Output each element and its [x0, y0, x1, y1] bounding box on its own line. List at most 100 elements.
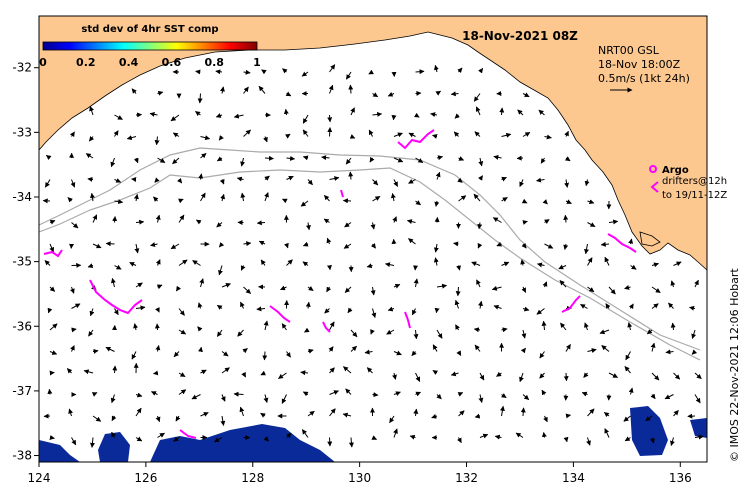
- current-arrow: [286, 432, 292, 439]
- current-arrow: [586, 437, 591, 446]
- current-arrow: [91, 392, 98, 397]
- current-arrow: [541, 320, 547, 331]
- current-arrow: [536, 177, 545, 183]
- current-arrow: [393, 428, 398, 438]
- current-arrow: [307, 410, 315, 417]
- current-arrow: [131, 351, 137, 360]
- current-arrow: [584, 179, 590, 187]
- current-arrow: [478, 157, 484, 167]
- island: [639, 231, 661, 247]
- current-arrow: [474, 413, 481, 419]
- current-arrow: [192, 260, 201, 266]
- current-arrow: [478, 67, 484, 74]
- current-arrow: [457, 392, 464, 397]
- current-arrow: [347, 307, 353, 314]
- current-arrow: [474, 131, 481, 137]
- current-arrow: [263, 136, 268, 143]
- current-arrow: [300, 200, 309, 207]
- current-arrow: [558, 264, 567, 270]
- current-arrow: [435, 171, 441, 180]
- current-arrow: [646, 329, 653, 335]
- current-arrow: [501, 327, 508, 333]
- y-tick-label: -34: [12, 190, 32, 204]
- current-arrow: [302, 129, 309, 137]
- colorbar-tick-label: 0.4: [119, 56, 139, 69]
- current-arrow: [434, 200, 440, 207]
- current-arrow: [493, 304, 502, 310]
- current-arrow: [521, 243, 527, 249]
- current-arrow: [239, 406, 245, 417]
- current-arrow: [604, 256, 610, 266]
- current-arrow: [496, 241, 502, 247]
- current-arrow: [370, 286, 376, 296]
- current-arrow: [408, 238, 416, 245]
- current-arrow: [233, 391, 244, 397]
- current-arrow: [436, 283, 448, 289]
- current-arrow: [605, 303, 611, 309]
- current-arrow: [260, 259, 266, 266]
- current-arrow: [215, 69, 223, 75]
- current-arrow: [456, 265, 462, 271]
- colorbar-tick-label: 0.8: [204, 56, 224, 69]
- current-arrow: [628, 303, 634, 310]
- current-arrow: [415, 372, 421, 382]
- current-arrow: [350, 329, 358, 338]
- current-arrow: [431, 413, 438, 419]
- current-arrow: [49, 286, 56, 292]
- current-arrow: [178, 259, 188, 266]
- current-arrow: [307, 286, 314, 292]
- current-arrow: [544, 134, 552, 140]
- current-arrow: [113, 308, 119, 316]
- current-arrow: [454, 113, 460, 119]
- current-arrow: [154, 136, 160, 146]
- current-arrow: [521, 286, 527, 293]
- current-arrow: [328, 84, 334, 94]
- current-arrow: [262, 351, 268, 361]
- current-arrow: [624, 436, 631, 442]
- current-arrow: [477, 242, 483, 249]
- current-arrow: [260, 370, 267, 376]
- current-arrow: [587, 222, 596, 228]
- current-arrow: [458, 410, 465, 417]
- current-arrow: [286, 155, 296, 161]
- current-arrow: [393, 157, 404, 163]
- current-arrow: [110, 157, 116, 168]
- current-arrow: [587, 348, 597, 353]
- current-arrow: [501, 393, 507, 399]
- current-arrow: [324, 308, 330, 314]
- current-arrow: [233, 113, 244, 119]
- current-arrow: [92, 214, 98, 223]
- credit-label: © IMOS 22-Nov-2021 12:06 Hobart: [728, 268, 741, 462]
- current-arrow: [135, 305, 146, 311]
- current-arrow: [243, 286, 252, 294]
- current-arrow: [670, 280, 676, 288]
- current-arrow: [195, 69, 201, 75]
- current-arrow: [393, 283, 401, 289]
- current-arrow: [603, 411, 610, 418]
- current-arrow: [522, 394, 530, 401]
- current-arrow: [47, 388, 53, 395]
- current-arrow: [281, 394, 287, 404]
- current-arrow: [539, 351, 545, 359]
- current-arrow: [538, 109, 545, 116]
- current-arrow: [170, 114, 180, 122]
- current-arrow: [364, 349, 373, 355]
- current-arrow: [563, 214, 569, 223]
- current-arrow: [105, 346, 115, 352]
- current-arrow: [496, 371, 502, 377]
- current-arrow: [173, 351, 180, 358]
- current-arrow: [329, 390, 339, 395]
- current-arrow: [471, 261, 481, 267]
- current-arrow: [392, 216, 397, 223]
- current-arrow: [342, 412, 352, 418]
- current-arrow: [628, 387, 634, 395]
- current-arrow: [413, 278, 419, 288]
- current-arrow: [587, 408, 595, 417]
- argo-marker: [649, 165, 657, 173]
- current-arrow: [305, 222, 311, 231]
- colorbar-tick-label: 0: [39, 56, 47, 69]
- current-arrow: [540, 157, 546, 164]
- current-arrow: [151, 391, 158, 396]
- current-arrow: [153, 196, 159, 202]
